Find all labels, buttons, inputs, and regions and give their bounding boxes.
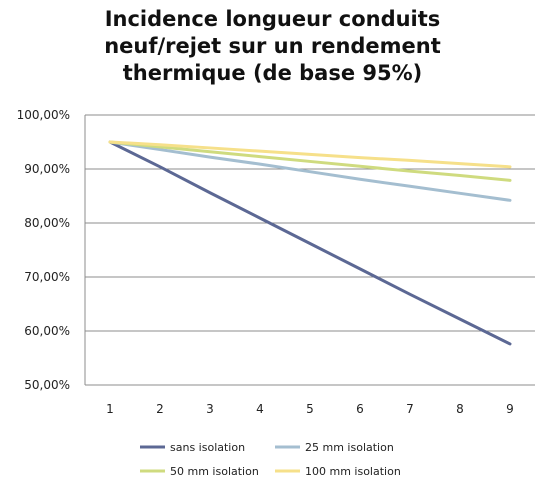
- series-line-2: [108, 140, 512, 182]
- y-tick-label: 100,00%: [17, 108, 70, 122]
- x-tick-label: 6: [356, 402, 364, 416]
- x-tick-label: 1: [106, 402, 114, 416]
- legend-label-0: sans isolation: [170, 441, 245, 454]
- chart-title-line-2: neuf/rejet sur un rendement: [104, 34, 441, 58]
- y-tick-label: 90,00%: [24, 162, 70, 176]
- x-tick-label: 5: [306, 402, 314, 416]
- legend-label-3: 100 mm isolation: [305, 465, 401, 478]
- y-tick-label: 70,00%: [24, 270, 70, 284]
- x-tick-label: 9: [506, 402, 514, 416]
- chart-title-line-1: Incidence longueur conduits: [104, 7, 441, 31]
- x-tick-label: 2: [156, 402, 164, 416]
- x-axis-ticks: 1 2 3 4 5 6 7 8 9: [106, 402, 514, 416]
- legend-label-2: 50 mm isolation: [170, 465, 259, 478]
- y-axis-ticks: 50,00% 60,00% 70,00% 80,00% 90,00% 100,00%: [17, 108, 70, 392]
- series-lines: [108, 140, 512, 346]
- chart-title: Incidence longueur conduits neuf/rejet s…: [0, 6, 545, 87]
- y-tick-label: 60,00%: [24, 324, 70, 338]
- x-tick-label: 7: [406, 402, 414, 416]
- series-line-1: [108, 140, 512, 202]
- chart-title-line-3: thermique (de base 95%): [122, 61, 423, 85]
- y-tick-label: 80,00%: [24, 216, 70, 230]
- y-tick-label: 50,00%: [24, 378, 70, 392]
- series-line-0: [108, 140, 512, 346]
- series-line-3: [108, 140, 512, 169]
- x-tick-label: 3: [206, 402, 214, 416]
- legend-label-1: 25 mm isolation: [305, 441, 394, 454]
- grid-lines: [84, 114, 535, 386]
- x-tick-label: 8: [456, 402, 464, 416]
- legend: sans isolation 25 mm isolation 50 mm isola…: [140, 441, 401, 478]
- x-tick-label: 4: [256, 402, 264, 416]
